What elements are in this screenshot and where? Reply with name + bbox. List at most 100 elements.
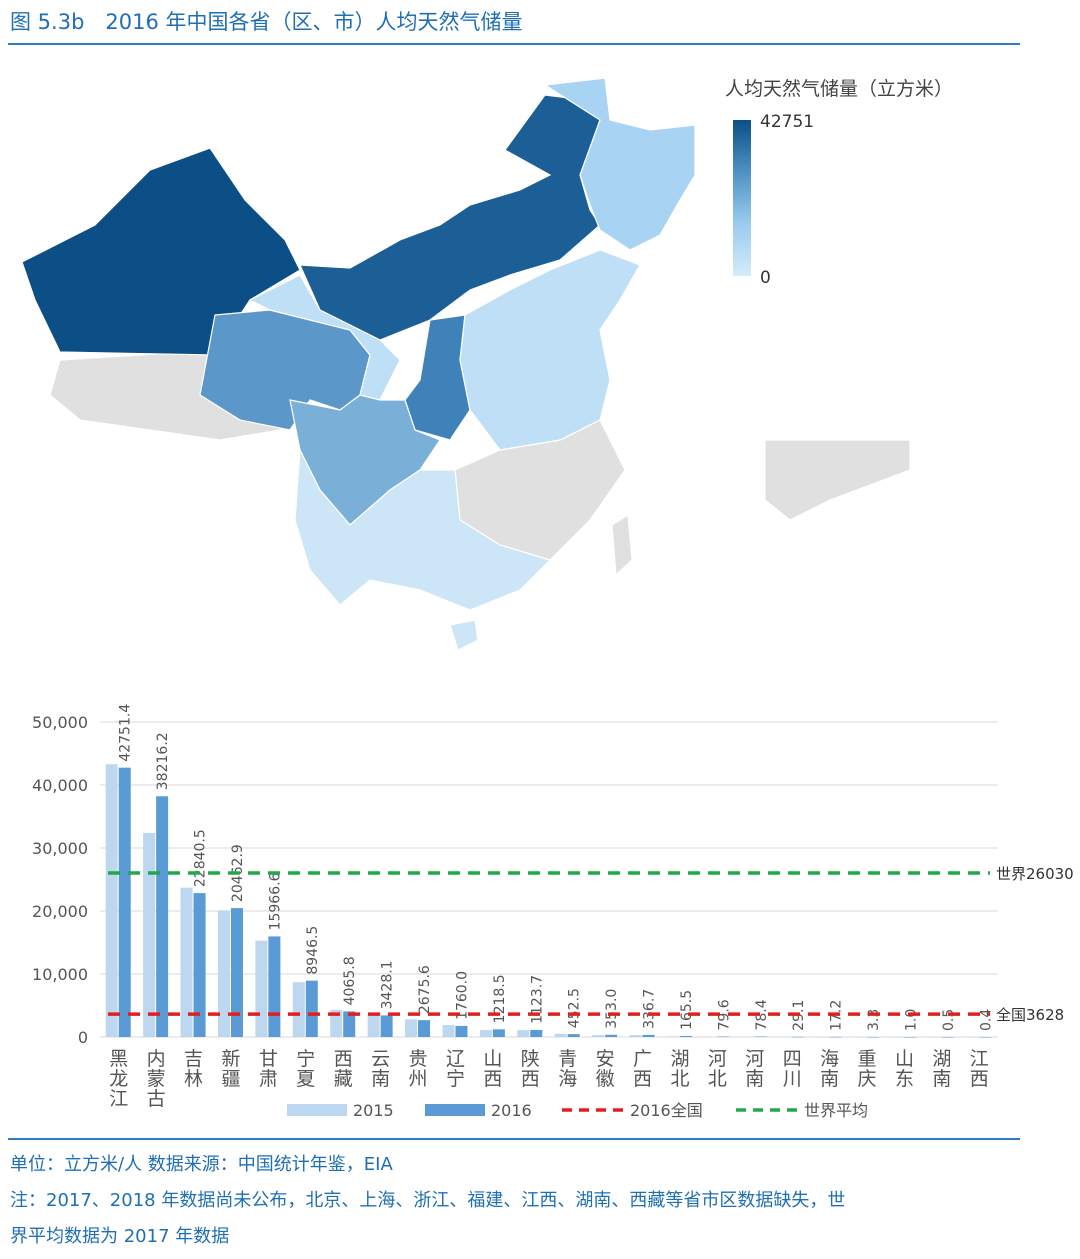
bar-2016 bbox=[193, 893, 206, 1037]
bar-2015 bbox=[666, 1036, 679, 1037]
bar-2016 bbox=[118, 767, 131, 1037]
bar-2016 bbox=[156, 796, 169, 1037]
data-label: 353.0 bbox=[604, 989, 620, 1029]
x-tick-label: 四 bbox=[783, 1048, 802, 1070]
x-tick-label: 陕 bbox=[521, 1048, 540, 1070]
y-tick-label: 50,000 bbox=[32, 713, 88, 732]
bar-2015 bbox=[592, 1035, 605, 1037]
y-tick-label: 0 bbox=[78, 1028, 88, 1047]
data-label: 78.4 bbox=[754, 999, 770, 1030]
bar-2016 bbox=[567, 1034, 580, 1037]
bar-2015 bbox=[255, 940, 268, 1037]
data-label: 1123.7 bbox=[529, 975, 545, 1024]
data-label: 0.5 bbox=[941, 1009, 957, 1031]
data-label: 3428.1 bbox=[380, 960, 396, 1009]
x-tick-label: 宁 bbox=[446, 1068, 465, 1090]
legend-title: 人均天然气储量（立方米） bbox=[725, 78, 954, 100]
bar-2015 bbox=[704, 1036, 717, 1037]
x-tick-label: 庆 bbox=[858, 1068, 877, 1090]
x-tick-label: 海 bbox=[558, 1068, 577, 1090]
data-label: 1.0 bbox=[903, 1009, 919, 1031]
x-tick-label: 州 bbox=[409, 1068, 428, 1090]
x-tick-label: 南 bbox=[371, 1068, 390, 1090]
bar-2015 bbox=[479, 1030, 492, 1037]
bar-2015 bbox=[143, 832, 156, 1037]
footer-note-line2: 界平均数据为 2017 年数据 bbox=[10, 1226, 230, 1247]
map-regions bbox=[21, 77, 911, 651]
x-tick-label: 贵 bbox=[409, 1048, 428, 1070]
y-tick-label: 40,000 bbox=[32, 776, 88, 795]
bar-2015 bbox=[554, 1033, 567, 1037]
x-tick-label: 湖 bbox=[670, 1048, 689, 1070]
bar-2016 bbox=[792, 1036, 805, 1038]
x-tick-label: 青 bbox=[558, 1048, 577, 1070]
bar-2015 bbox=[180, 887, 193, 1037]
bar-2015 bbox=[517, 1030, 530, 1037]
x-tick-label: 徽 bbox=[596, 1068, 615, 1090]
bar-2015 bbox=[816, 1036, 829, 1038]
bar-2016 bbox=[530, 1029, 543, 1037]
bar-2016 bbox=[867, 1036, 880, 1038]
data-label: 4065.8 bbox=[342, 956, 358, 1005]
bar-2016 bbox=[904, 1036, 917, 1038]
bar-2016 bbox=[829, 1036, 842, 1038]
bar-2016 bbox=[754, 1036, 767, 1038]
bar-2016 bbox=[605, 1034, 618, 1037]
x-tick-label: 肃 bbox=[259, 1068, 278, 1090]
bar-2015 bbox=[966, 1036, 979, 1038]
bar-chart-svg: 0 10,000 20,000 30,000 40,000 50,000 42751.4 黑龙… bbox=[32, 704, 1074, 1120]
data-label: 2675.6 bbox=[417, 965, 433, 1014]
x-tick-label: 内 bbox=[147, 1048, 166, 1070]
legend-label: 世界平均 bbox=[804, 1101, 868, 1120]
bar-2015 bbox=[292, 982, 305, 1037]
x-tick-label: 北 bbox=[670, 1068, 689, 1090]
x-tick-label: 南 bbox=[932, 1068, 951, 1090]
bar-2015 bbox=[928, 1036, 941, 1038]
x-tick-label: 重 bbox=[858, 1048, 877, 1070]
bar-2015 bbox=[891, 1036, 904, 1038]
map-region-shaanxi bbox=[404, 314, 471, 441]
x-tick-label: 江 bbox=[109, 1088, 128, 1110]
reference-line-label: 全国3628 bbox=[996, 1006, 1064, 1024]
x-tick-label: 山 bbox=[483, 1048, 502, 1070]
bar-2015 bbox=[442, 1025, 455, 1037]
x-tick-label: 蒙 bbox=[147, 1068, 166, 1090]
x-tick-label: 川 bbox=[783, 1068, 802, 1090]
map-region-xinjiang bbox=[21, 147, 301, 356]
bar-2016 bbox=[230, 908, 243, 1037]
bar-2015 bbox=[741, 1036, 754, 1038]
x-tick-label: 东 bbox=[895, 1068, 914, 1090]
bar-2016 bbox=[455, 1025, 468, 1037]
x-tick-label: 甘 bbox=[259, 1048, 278, 1070]
data-label: 8946.5 bbox=[305, 926, 321, 975]
bar-2016 bbox=[343, 1011, 356, 1037]
x-tick-label: 山 bbox=[895, 1048, 914, 1070]
data-label: 452.5 bbox=[567, 988, 583, 1028]
x-tick-label: 疆 bbox=[221, 1068, 240, 1090]
x-tick-label: 西 bbox=[483, 1068, 502, 1090]
reference-line-label: 世界26030 bbox=[996, 865, 1074, 883]
x-tick-label: 湖 bbox=[932, 1048, 951, 1070]
legend-swatch bbox=[287, 1104, 347, 1116]
y-tick-label: 20,000 bbox=[32, 902, 88, 921]
bar-2015 bbox=[779, 1036, 792, 1038]
map-region-missing-taiwan bbox=[611, 513, 633, 577]
x-tick-label: 藏 bbox=[334, 1068, 353, 1090]
data-label: 22840.5 bbox=[193, 829, 209, 887]
china-map bbox=[0, 60, 1080, 680]
x-tick-label: 安 bbox=[596, 1048, 615, 1070]
bar-2016 bbox=[679, 1035, 692, 1037]
x-tick-label: 南 bbox=[820, 1068, 839, 1090]
x-tick-label: 龙 bbox=[109, 1068, 128, 1090]
bar-2016 bbox=[268, 936, 281, 1037]
x-tick-label: 南 bbox=[745, 1068, 764, 1090]
x-tick-label: 宁 bbox=[296, 1048, 315, 1070]
bar-2016 bbox=[380, 1015, 393, 1037]
y-tick-label: 10,000 bbox=[32, 965, 88, 984]
data-label: 336.7 bbox=[642, 989, 658, 1029]
data-label: 1760.0 bbox=[454, 971, 470, 1020]
x-tick-label: 北 bbox=[708, 1068, 727, 1090]
x-tick-label: 广 bbox=[633, 1048, 652, 1070]
x-tick-label: 新 bbox=[221, 1048, 240, 1070]
bar-2015 bbox=[217, 910, 230, 1037]
